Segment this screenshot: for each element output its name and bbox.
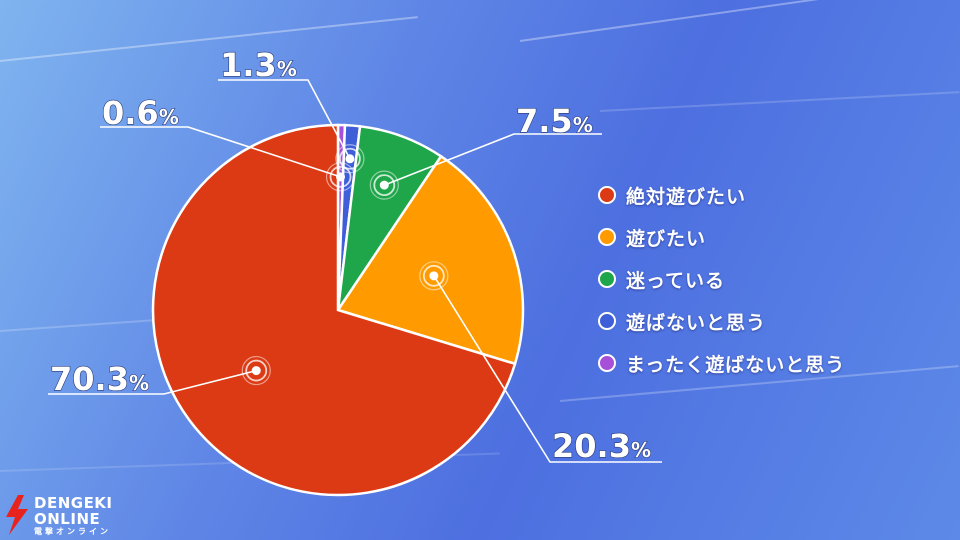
legend-label: 遊びたい — [626, 227, 707, 250]
logo: DENGEKI ONLINE 電撃オンライン — [4, 495, 113, 536]
percent-labels: 0.6% 1.3% 7.5% 20.3% 70.3% — [49, 45, 651, 465]
legend-item: 絶対遊びたい — [598, 174, 845, 216]
leader-line — [100, 126, 341, 178]
marker-dot — [379, 180, 389, 190]
marker-dot — [345, 154, 355, 164]
marker-ring — [373, 174, 396, 197]
pie-slice — [336, 154, 525, 366]
percent-label: 70.3% — [50, 360, 149, 398]
marker-dot — [336, 172, 346, 182]
legend-label: 遊ばないと思う — [626, 311, 767, 334]
legend-swatch — [598, 354, 616, 372]
legend-item: 遊びたい — [598, 216, 845, 258]
marker-dot — [251, 366, 261, 376]
legend-swatch — [598, 228, 616, 246]
legend-item: 遊ばないと思う — [598, 300, 845, 342]
legend-item: まったく遊ばないと思う — [598, 342, 845, 384]
percent-label: 0.6% — [102, 94, 179, 132]
leader-line — [218, 79, 351, 160]
legend-item: 迷っている — [598, 258, 845, 300]
legend-swatch — [598, 186, 616, 204]
legend-swatch — [598, 312, 616, 330]
marker-ring — [329, 165, 352, 188]
leader-line — [384, 133, 602, 186]
leader-lines — [48, 79, 662, 463]
logo-line1: DENGEKI — [34, 494, 113, 512]
pie-slice — [151, 123, 517, 497]
logo-line2: ONLINE — [34, 510, 101, 528]
marker-ring — [241, 355, 271, 386]
marker-ring — [245, 359, 268, 382]
percent-label: 7.5% — [516, 102, 593, 140]
slice-markers — [241, 144, 449, 386]
marker-ring — [335, 144, 365, 174]
legend-swatch — [598, 270, 616, 288]
marker-ring — [369, 170, 399, 200]
legend: 絶対遊びたい 遊びたい迷っている遊ばないと思うまったく遊ばないと思う — [598, 174, 845, 384]
leader-line — [433, 275, 662, 463]
marker-dot — [429, 271, 439, 281]
legend-label: 絶対遊びたい — [626, 185, 747, 208]
legend-label: 迷っている — [626, 269, 726, 292]
percent-label: 20.3% — [552, 427, 651, 465]
logo-text: DENGEKI ONLINE 電撃オンライン — [34, 495, 113, 536]
legend-label: まったく遊ばないと思う — [626, 353, 846, 376]
marker-ring — [419, 261, 449, 291]
percent-label: 1.3% — [220, 46, 297, 84]
marker-ring — [339, 147, 361, 170]
lightning-logo-icon — [6, 495, 28, 535]
marker-ring — [422, 264, 445, 287]
logo-sub: 電撃オンライン — [34, 527, 111, 536]
leader-line — [48, 369, 257, 395]
